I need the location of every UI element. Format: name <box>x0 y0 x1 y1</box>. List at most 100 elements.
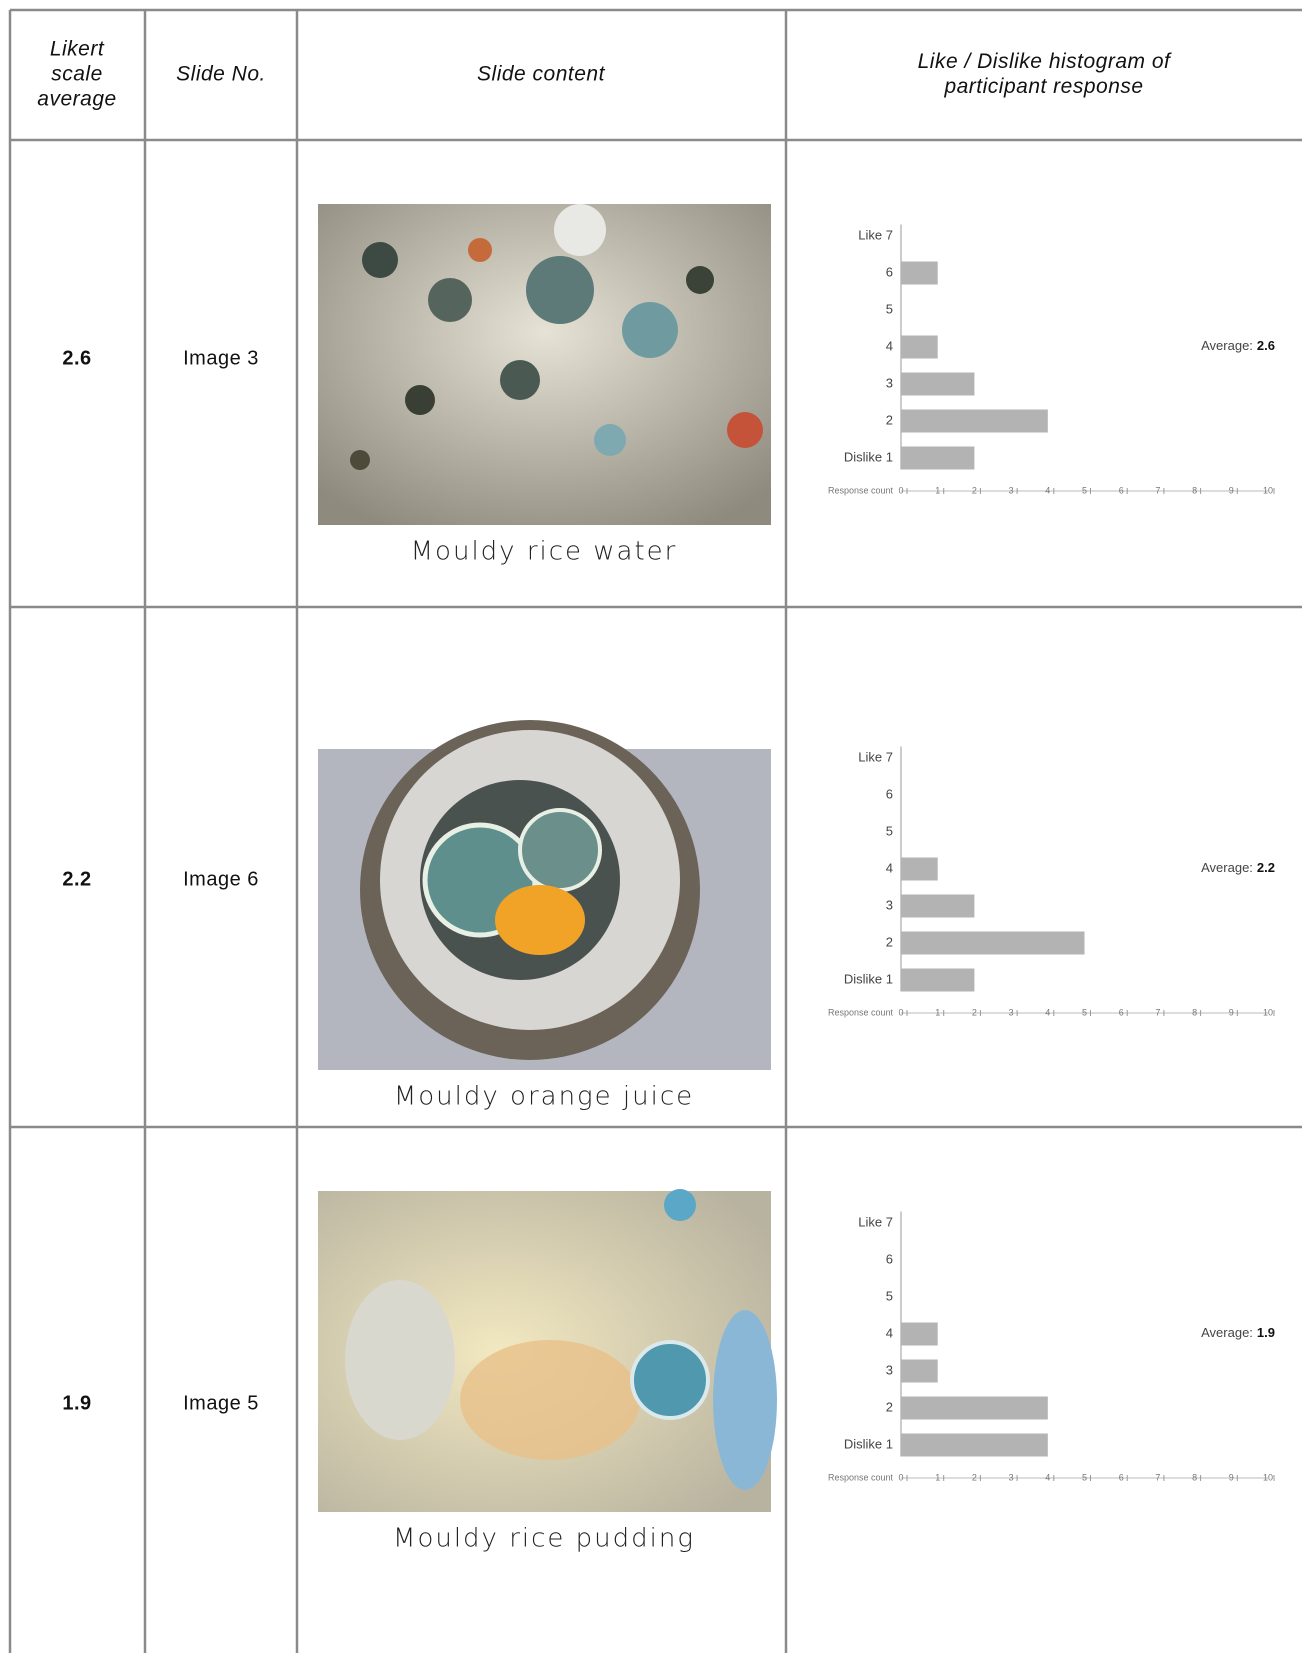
header-cell: Like / Dislike histogram of <box>918 50 1172 73</box>
category-label: 5 <box>886 823 893 838</box>
category-label: Dislike 1 <box>844 449 893 464</box>
bar <box>901 1433 1048 1457</box>
category-label: 2 <box>886 1399 893 1414</box>
bar <box>901 372 975 396</box>
likert-average: 1.9 <box>62 1392 91 1414</box>
photo <box>318 720 771 1070</box>
x-tick-label: 2 <box>972 485 977 495</box>
x-tick-label: 7 <box>1155 1472 1160 1482</box>
category-label: 6 <box>886 1251 893 1266</box>
x-tick-label: 4 <box>1045 1472 1050 1482</box>
x-tick-label: 4 <box>1045 1007 1050 1017</box>
category-label: 3 <box>886 897 893 912</box>
x-tick-label: 0 <box>898 485 903 495</box>
x-tick-label: 7 <box>1155 1007 1160 1017</box>
x-tick-label: 5 <box>1082 1007 1087 1017</box>
photo <box>318 1189 777 1512</box>
average-label: Average: <box>1201 860 1253 875</box>
caption: Mouldy orange juice <box>394 1082 694 1112</box>
average-value: 2.6 <box>1257 338 1275 353</box>
average-label: Average: <box>1201 1325 1253 1340</box>
x-tick-label: 0 <box>898 1007 903 1017</box>
average-value: 1.9 <box>1257 1325 1275 1340</box>
x-tick-label: 9 <box>1229 1472 1234 1482</box>
x-tick-label: 6 <box>1119 1472 1124 1482</box>
x-tick-label: 5 <box>1082 1472 1087 1482</box>
x-tick-label: 9 <box>1229 1007 1234 1017</box>
x-tick-label: 8 <box>1192 1472 1197 1482</box>
category-label: Dislike 1 <box>844 971 893 986</box>
x-tick-label: 1 <box>935 1007 940 1017</box>
x-tick-label: 1 <box>935 485 940 495</box>
x-axis-label: Response count <box>828 485 894 495</box>
header-cell: scale <box>51 63 103 86</box>
header-cell: participant response <box>943 75 1143 98</box>
caption: Mouldy rice water <box>411 537 678 567</box>
category-label: 5 <box>886 1288 893 1303</box>
average-text: Average: 2.2 <box>1201 860 1275 875</box>
x-tick-label: 4 <box>1045 485 1050 495</box>
x-axis-label: Response count <box>828 1472 894 1482</box>
x-tick-label: 10 <box>1263 485 1273 495</box>
slide-number: Image 5 <box>183 1392 259 1414</box>
category-label: 2 <box>886 412 893 427</box>
caption: Mouldy rice pudding <box>393 1524 695 1554</box>
bar <box>901 409 1048 433</box>
x-tick-label: 10 <box>1263 1472 1273 1482</box>
photo <box>318 204 771 525</box>
category-label: 6 <box>886 786 893 801</box>
bar <box>901 1359 938 1383</box>
x-tick-label: 10 <box>1263 1007 1273 1017</box>
bar <box>901 968 975 992</box>
x-tick-label: 2 <box>972 1007 977 1017</box>
table-rules <box>8 8 1302 1653</box>
category-label: Like 7 <box>858 227 893 242</box>
bar <box>901 335 938 359</box>
category-label: 3 <box>886 375 893 390</box>
x-tick-label: 1 <box>935 1472 940 1482</box>
x-tick-label: 9 <box>1229 485 1234 495</box>
category-label: 5 <box>886 301 893 316</box>
x-tick-label: 3 <box>1009 1007 1014 1017</box>
category-label: Like 7 <box>858 1214 893 1229</box>
category-label: 4 <box>886 338 893 353</box>
bar <box>901 1322 938 1346</box>
average-text: Average: 1.9 <box>1201 1325 1275 1340</box>
slide-number: Image 3 <box>183 347 259 369</box>
category-label: 3 <box>886 1362 893 1377</box>
bar <box>901 931 1085 955</box>
category-label: Like 7 <box>858 749 893 764</box>
bar <box>901 894 975 918</box>
x-tick-label: 5 <box>1082 485 1087 495</box>
x-tick-label: 6 <box>1119 1007 1124 1017</box>
category-label: 2 <box>886 934 893 949</box>
x-tick-label: 3 <box>1009 1472 1014 1482</box>
x-tick-label: 7 <box>1155 485 1160 495</box>
slide-number: Image 6 <box>183 868 259 890</box>
x-axis-label: Response count <box>828 1007 894 1017</box>
bar <box>901 261 938 285</box>
bar <box>901 446 975 470</box>
header-cell: Slide content <box>477 63 606 86</box>
header-cell: Slide No. <box>176 63 266 86</box>
category-label: 4 <box>886 1325 893 1340</box>
x-tick-label: 3 <box>1009 485 1014 495</box>
bar <box>901 1396 1048 1420</box>
x-tick-label: 6 <box>1119 485 1124 495</box>
average-value: 2.2 <box>1257 860 1275 875</box>
x-tick-label: 8 <box>1192 1007 1197 1017</box>
x-tick-label: 8 <box>1192 485 1197 495</box>
x-tick-label: 0 <box>898 1472 903 1482</box>
category-label: Dislike 1 <box>844 1436 893 1451</box>
likert-average: 2.2 <box>62 868 91 890</box>
average-label: Average: <box>1201 338 1253 353</box>
category-label: 6 <box>886 264 893 279</box>
category-label: 4 <box>886 860 893 875</box>
x-tick-label: 2 <box>972 1472 977 1482</box>
header-cell: Likert <box>50 38 105 61</box>
likert-average: 2.6 <box>62 347 91 369</box>
bar <box>901 857 938 881</box>
header-cell: average <box>37 88 116 111</box>
average-text: Average: 2.6 <box>1201 338 1275 353</box>
